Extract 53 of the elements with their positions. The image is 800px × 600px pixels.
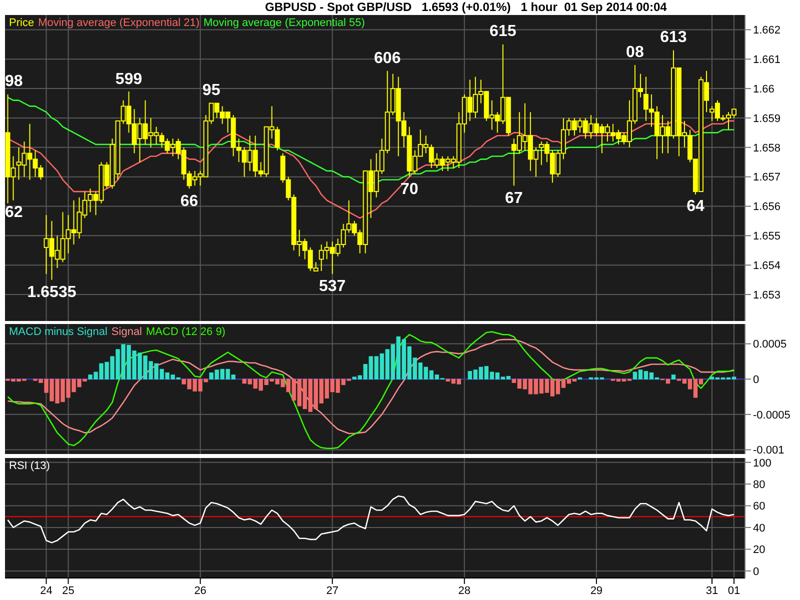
x-tick-label: 24 (40, 584, 52, 597)
y-tick-label: -0.0005 (753, 409, 790, 422)
bar (671, 374, 676, 380)
y-tick-label: 100 (753, 457, 772, 470)
x-tick-label: 29 (590, 584, 603, 597)
annotation: 537 (319, 278, 346, 296)
annotation: 615 (490, 23, 516, 42)
text: Signal (111, 326, 142, 338)
x-tick-label: 28 (458, 584, 471, 597)
y-tick-label: 1.654 (753, 260, 781, 272)
annotation: 08 (626, 44, 644, 62)
y-tick-label: 1.66 (753, 83, 774, 96)
annotation: 95 (202, 82, 220, 100)
annotation: 98 (5, 73, 23, 92)
y-tick-label: 60 (753, 500, 766, 513)
annotation: 66 (180, 192, 198, 211)
y-tick-label: 1.658 (753, 142, 781, 154)
annotation: 599 (115, 70, 142, 88)
x-tick-label: 31 (706, 584, 718, 597)
chart-title: GBPUSD - Spot GBP/USD 1.6593 (+0.01%) 1 hour 01 Sep 2014 00:04 (265, 0, 667, 14)
y-tick-label: 1.655 (753, 230, 781, 243)
series-label: MACD (12 26 9) (146, 326, 226, 338)
annotation: 64 (686, 198, 704, 216)
x-tick-label: 27 (326, 584, 338, 597)
line-series (7, 495, 735, 544)
y-tick-label: 1.656 (753, 201, 781, 214)
y-tick-label: 1.662 (753, 24, 781, 37)
annotation: 613 (660, 29, 687, 48)
y-tick-label: 0.0005 (753, 338, 787, 351)
y-tick-label: 20 (753, 544, 766, 556)
y-tick-label: 1.657 (753, 172, 781, 184)
x-tick-label: 25 (62, 584, 74, 597)
annotation: 1.6535 (27, 284, 76, 302)
y-tick-label: 1.659 (753, 112, 781, 125)
y-tick-label: 0 (753, 374, 760, 386)
y-tick-label: 80 (753, 478, 766, 491)
line-series (7, 338, 735, 434)
x-tick-label: 01 (728, 584, 740, 597)
series-label: MACD minus Signal (9, 326, 108, 338)
text: RSI (13) (9, 460, 50, 472)
y-tick-label: 1.653 (753, 289, 781, 302)
annotation: 70 (400, 180, 418, 199)
y-tick-label: -0.001 (753, 444, 784, 457)
y-tick-label: 1.661 (753, 54, 781, 66)
annotation: 606 (374, 50, 401, 68)
annotation: 62 (5, 204, 23, 222)
x-tick-label: 26 (194, 584, 206, 597)
text: Moving average (Exponential 21) (38, 17, 200, 29)
y-tick-label: 40 (753, 522, 766, 534)
y-tick-label: 0 (753, 566, 760, 578)
text: Price (9, 17, 34, 29)
text: Moving average (Exponential 55) (204, 17, 365, 29)
annotation: 67 (505, 190, 523, 208)
